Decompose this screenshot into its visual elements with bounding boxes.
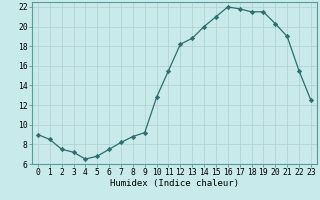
- X-axis label: Humidex (Indice chaleur): Humidex (Indice chaleur): [110, 179, 239, 188]
